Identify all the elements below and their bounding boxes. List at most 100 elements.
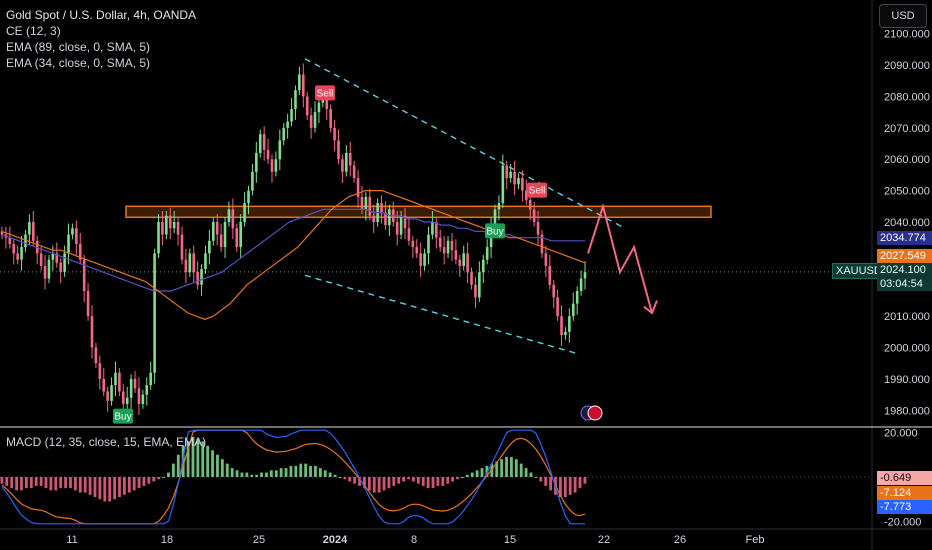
macd-line bbox=[1, 429, 585, 525]
macd-histogram-bar bbox=[500, 459, 504, 477]
candle-body bbox=[90, 316, 94, 348]
macd-histogram-bar bbox=[392, 477, 396, 486]
countdown-badge: 03:04:54 bbox=[877, 277, 932, 291]
candle-body bbox=[243, 203, 246, 222]
macd-tick-label: -20.000 bbox=[884, 517, 921, 529]
candle-body bbox=[188, 253, 192, 273]
macd-histogram-bar bbox=[475, 470, 479, 477]
candle-body bbox=[345, 152, 348, 172]
macd-histogram-bar bbox=[176, 454, 180, 477]
macd-histogram-bar bbox=[230, 468, 234, 477]
candle-body bbox=[8, 237, 12, 244]
macd-histogram-bar bbox=[10, 477, 14, 489]
macd-histogram-bar bbox=[568, 477, 572, 495]
candle-body bbox=[86, 291, 90, 317]
us-flag-icon bbox=[580, 405, 603, 421]
candle-body bbox=[278, 140, 282, 160]
candle-body bbox=[309, 115, 313, 128]
candle-body bbox=[427, 234, 430, 254]
macd-legend[interactable]: MACD (12, 35, close, 15, EMA, EMA) bbox=[6, 435, 207, 449]
macd-histogram-bar bbox=[397, 477, 401, 484]
candle-body bbox=[16, 253, 19, 260]
candle-body bbox=[192, 253, 196, 273]
macd-histogram-bar bbox=[412, 477, 415, 482]
candle-body bbox=[540, 234, 544, 254]
candle-body bbox=[168, 215, 172, 229]
macd-histogram-bar bbox=[108, 477, 112, 502]
y-tick-label: 2060.000 bbox=[884, 154, 930, 166]
candle-body bbox=[509, 171, 512, 179]
indicator-ema-89[interactable]: EMA (89, close, 0, SMA, 5) bbox=[6, 40, 151, 54]
macd-histogram-bar bbox=[333, 474, 337, 477]
candle-body bbox=[431, 222, 434, 235]
candle-body bbox=[133, 378, 137, 389]
macd-histogram-bar bbox=[559, 477, 562, 498]
macd-histogram-bar bbox=[167, 472, 170, 477]
candle-body bbox=[571, 303, 575, 317]
candle-body bbox=[266, 149, 270, 160]
macd-histogram-bar bbox=[470, 472, 474, 477]
macd-histogram-bar bbox=[24, 477, 28, 489]
macd-histogram-bar bbox=[260, 472, 263, 477]
candle-body bbox=[247, 190, 250, 204]
candle-body bbox=[235, 228, 239, 248]
candle-body bbox=[423, 253, 426, 266]
candle-body bbox=[24, 234, 27, 248]
y-tick-label: 2000.000 bbox=[884, 343, 930, 355]
candle-body bbox=[298, 74, 301, 91]
macd-histogram-bar bbox=[186, 441, 190, 477]
flag-fg bbox=[587, 405, 603, 421]
indicator-ema-34[interactable]: EMA (34, close, 0, SMA, 5) bbox=[6, 56, 151, 70]
candle-body bbox=[157, 222, 160, 254]
candle-body bbox=[67, 234, 70, 254]
macd-histogram-bar bbox=[495, 461, 499, 477]
macd-histogram-bar bbox=[583, 477, 587, 484]
macd-histogram-bar bbox=[122, 477, 126, 495]
currency-button[interactable]: USD bbox=[879, 4, 927, 28]
macd-histogram-bar bbox=[152, 477, 156, 482]
macd-histogram-bar bbox=[162, 477, 165, 478]
candle-body bbox=[329, 109, 332, 128]
macd-histogram-bar bbox=[314, 465, 317, 477]
macd-tick-label: 20.000 bbox=[884, 427, 918, 439]
candle-body bbox=[294, 90, 297, 110]
macd-histogram-bar bbox=[549, 477, 553, 491]
candle-body bbox=[282, 127, 286, 141]
macd-histogram-bar bbox=[343, 477, 347, 480]
candle-body bbox=[364, 196, 368, 210]
candle-body bbox=[211, 222, 215, 241]
macd-histogram-bar bbox=[563, 477, 567, 498]
candle-body bbox=[384, 212, 387, 226]
candle-body bbox=[493, 209, 497, 229]
x-tick-label: 22 bbox=[598, 534, 610, 546]
candle-body bbox=[137, 388, 141, 405]
macd-histogram-bar bbox=[201, 441, 205, 477]
macd-histogram-bar bbox=[250, 474, 254, 477]
candle-body bbox=[368, 196, 372, 216]
candle-body bbox=[411, 240, 415, 248]
y-tick-label: 1990.000 bbox=[884, 374, 930, 386]
candle-body bbox=[219, 234, 223, 248]
candle-body bbox=[341, 159, 344, 172]
macd-histogram-bar bbox=[171, 463, 175, 477]
macd-histogram-bar bbox=[461, 477, 464, 478]
macd-histogram-bar bbox=[265, 472, 268, 477]
macd-histogram-bar bbox=[113, 477, 116, 500]
ema34-price-badge: 2027.549 bbox=[877, 249, 932, 263]
candle-body bbox=[517, 178, 520, 185]
candle-body bbox=[102, 378, 106, 392]
macd-histogram-bar bbox=[211, 450, 214, 477]
y-tick-label: 2080.000 bbox=[884, 91, 930, 103]
macd-signal-badge: -7.124 bbox=[877, 486, 932, 500]
candle-body bbox=[141, 394, 145, 405]
candle-body bbox=[556, 297, 559, 317]
macd-histogram-bar bbox=[348, 477, 352, 482]
candle-body bbox=[532, 209, 536, 222]
symbol-badge[interactable]: XAUUSD bbox=[832, 263, 882, 279]
indicator-ce[interactable]: CE (12, 3) bbox=[6, 24, 61, 38]
x-tick-label: 15 bbox=[504, 534, 516, 546]
macd-histogram-bar bbox=[524, 468, 528, 477]
macd-histogram-bar bbox=[372, 477, 376, 493]
signal-box bbox=[315, 85, 335, 101]
